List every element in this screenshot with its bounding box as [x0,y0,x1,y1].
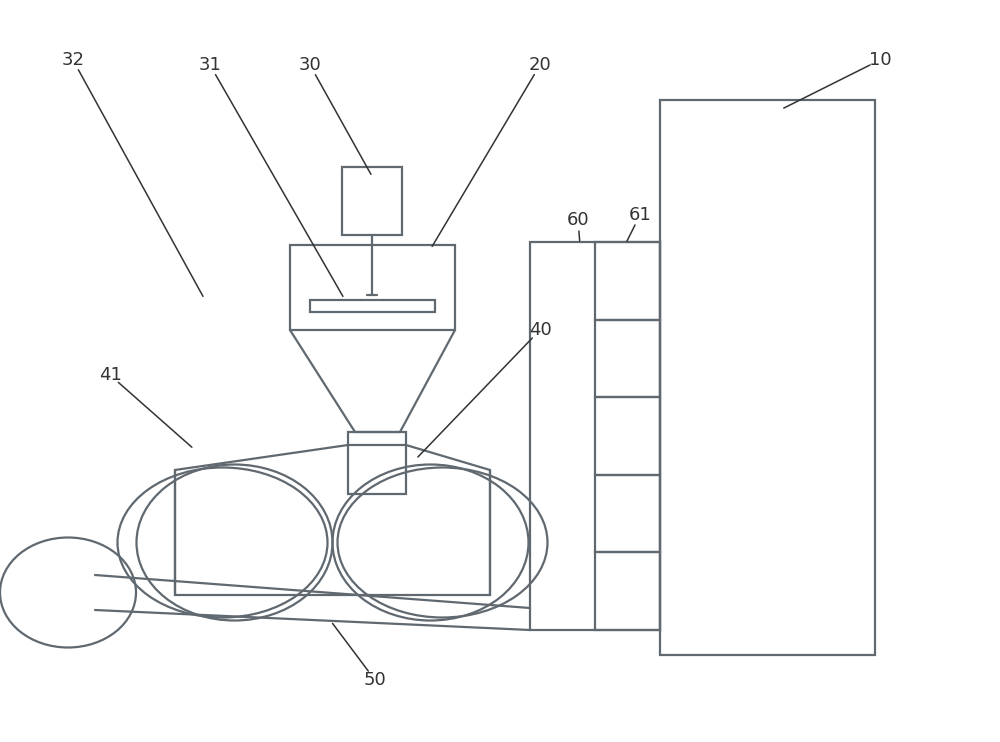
Bar [290,245,455,330]
Text: 20: 20 [529,56,551,74]
Text: 10: 10 [869,51,891,69]
Bar [595,475,660,552]
Bar [595,397,660,475]
Bar [348,432,406,494]
Bar [530,242,660,630]
Text: 41: 41 [99,366,121,384]
Bar [660,100,875,655]
Text: 60: 60 [567,211,589,229]
Bar [342,167,402,235]
Text: 61: 61 [629,206,651,224]
Bar [595,320,660,397]
Bar [595,552,660,630]
Text: 31: 31 [199,56,221,74]
Text: 50: 50 [364,671,386,689]
Bar [595,242,660,320]
Text: 30: 30 [299,56,321,74]
Bar [310,300,435,312]
Text: 40: 40 [529,321,551,339]
Text: 32: 32 [62,51,85,69]
